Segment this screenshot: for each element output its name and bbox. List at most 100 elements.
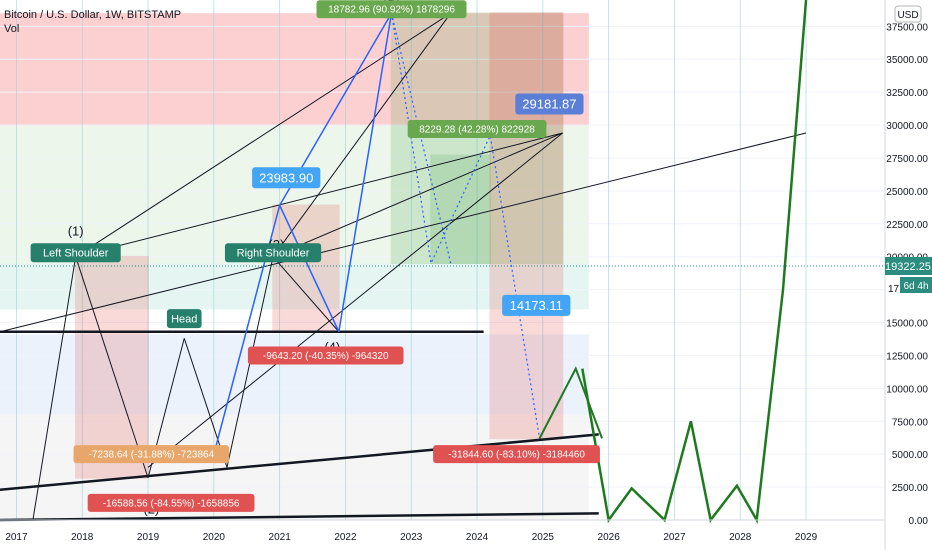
trend-lines: [0, 12, 807, 522]
x-tick-0: 2017: [5, 532, 28, 543]
current-price-tag-bg: [885, 257, 932, 275]
trend-line-1: [0, 433, 599, 491]
y-tick-13: 32500.00: [886, 88, 928, 99]
pattern-label-0-bg: [30, 243, 121, 263]
trend-line-0: [0, 132, 807, 333]
zone-2: [0, 263, 589, 310]
trend-line-9: [272, 256, 340, 333]
price-callout-2-text: 14173.11: [510, 298, 563, 313]
wave-line-1: [278, 205, 340, 333]
trend-line-5: [75, 132, 563, 258]
price-callout-2: 14173.11: [502, 294, 571, 316]
measure-label-5: -31844.60 (-83.10%) -3184460: [433, 445, 600, 464]
projection-line: [538, 366, 603, 439]
measure-label-2-bg: [247, 346, 404, 365]
price-callout-0-bg: [252, 167, 321, 189]
pattern-label-1: Head: [166, 309, 202, 329]
price-callout-1-text: 29181.87: [522, 97, 576, 112]
chart-header: Bitcoin / U.S. Dollar, 1W, BITSTAMP Vol: [4, 8, 181, 36]
measure-label-3-bg: [73, 445, 230, 464]
measure-label-2-text: -9643.20 (-40.35%) -964320: [263, 351, 389, 362]
trend-line-2: [0, 512, 599, 522]
x-tick-3: 2020: [203, 532, 226, 543]
currency-badge: USD: [897, 10, 918, 21]
measure-label-3: -7238.64 (-31.88%) -723864: [73, 445, 230, 464]
x-tick-9: 2026: [598, 532, 621, 543]
pattern-label-0: Left Shoulder: [30, 243, 121, 263]
price-callout-1-bg: [515, 93, 584, 115]
trend-line-10: [32, 256, 77, 521]
pattern-label-2: Right Shoulder: [224, 243, 322, 263]
measure-label-1-bg: [407, 120, 547, 139]
x-tick-4: 2021: [269, 532, 292, 543]
currency-badge-bg: [894, 5, 922, 23]
measure-box-3: [430, 154, 491, 265]
current-price-tag: 19322.25: [885, 261, 931, 273]
x-tick-7: 2024: [466, 532, 489, 543]
volume-label: Vol: [4, 23, 20, 35]
price-callout-0: 23983.90: [252, 167, 321, 189]
price-callout-1: 29181.87: [515, 93, 584, 115]
x-tick-6: 2023: [400, 532, 423, 543]
measure-box-4: [489, 12, 564, 440]
pattern-label-2-bg: [224, 243, 322, 263]
y-tick-5: 12500.00: [886, 351, 928, 362]
measure-label-0: 18782.96 (90.92%) 1878296: [316, 0, 467, 19]
y-tick-14: 35000.00: [886, 55, 928, 66]
dotted-line-0: [390, 13, 541, 439]
measure-label-0-text: 18782.96 (90.92%) 1878296: [328, 5, 455, 16]
trend-line-8: [272, 132, 563, 258]
y-tick-2: 5000.00: [892, 450, 929, 461]
measure-label-5-bg: [433, 445, 600, 464]
y-tick-9: 22500.00: [886, 220, 928, 231]
x-tick-11: 2028: [729, 532, 752, 543]
x-tick-12: 2029: [795, 532, 818, 543]
measure-label-3-text: -7238.64 (-31.88%) -723864: [89, 450, 215, 461]
symbol-line: Bitcoin / U.S. Dollar, 1W, BITSTAMP: [4, 9, 182, 21]
wave-annotation-0: (1): [68, 224, 84, 239]
measure-label-5-text: -31844.60 (-83.10%) -3184460: [448, 450, 585, 461]
price-callout-2-bg: [502, 294, 571, 316]
pattern-label-2-text: Right Shoulder: [237, 248, 310, 260]
zone-1: [0, 125, 589, 264]
price-callout-0-text: 23983.90: [259, 170, 313, 185]
measure-label-4: -16588.56 (-84.55%) -1658856: [87, 493, 255, 512]
price-series: [538, 0, 808, 524]
dotted-lines: [390, 13, 541, 439]
x-tick-10: 2027: [663, 532, 686, 543]
pattern-label-0-text: Left Shoulder: [43, 248, 109, 260]
wave-line-2: [338, 13, 393, 332]
y-tick-10: 25000.00: [886, 187, 928, 198]
countdown-tag: 6d 4h: [903, 281, 928, 292]
x-tick-8: 2025: [532, 532, 555, 543]
measure-label-4-bg: [87, 493, 255, 512]
countdown-tag-bg: [900, 277, 932, 293]
measure-label-0-bg: [316, 0, 467, 19]
y-tick-6: 15000.00: [886, 319, 928, 330]
y-tick-0: 0.00: [909, 516, 929, 527]
zone-0: [0, 13, 589, 126]
measure-label-2: -9643.20 (-40.35%) -964320: [247, 346, 404, 365]
trend-line-6: [147, 132, 563, 468]
partial-tick: 17: [888, 284, 900, 295]
blue-lines: [213, 12, 393, 455]
measure-label-1-text: 8229.28 (42.28%) 822928: [419, 125, 535, 136]
y-tick-4: 10000.00: [886, 384, 928, 395]
trend-line-11: [75, 256, 149, 479]
pattern-label-1-text: Head: [171, 313, 197, 325]
y-tick-1: 2500.00: [892, 483, 929, 494]
y-tick-12: 30000.00: [886, 121, 928, 132]
y-tick-11: 27500.00: [886, 154, 928, 165]
trend-line-7: [272, 12, 452, 258]
y-tick-15: 37500.00: [886, 22, 928, 33]
measure-label-1: 8229.28 (42.28%) 822928: [407, 120, 547, 139]
trend-line-4: [75, 12, 451, 258]
x-tick-1: 2018: [71, 532, 94, 543]
x-tick-5: 2022: [334, 532, 357, 543]
price-line: [581, 0, 808, 524]
measure-box-1: [272, 204, 340, 333]
pattern-label-1-bg: [166, 309, 202, 329]
